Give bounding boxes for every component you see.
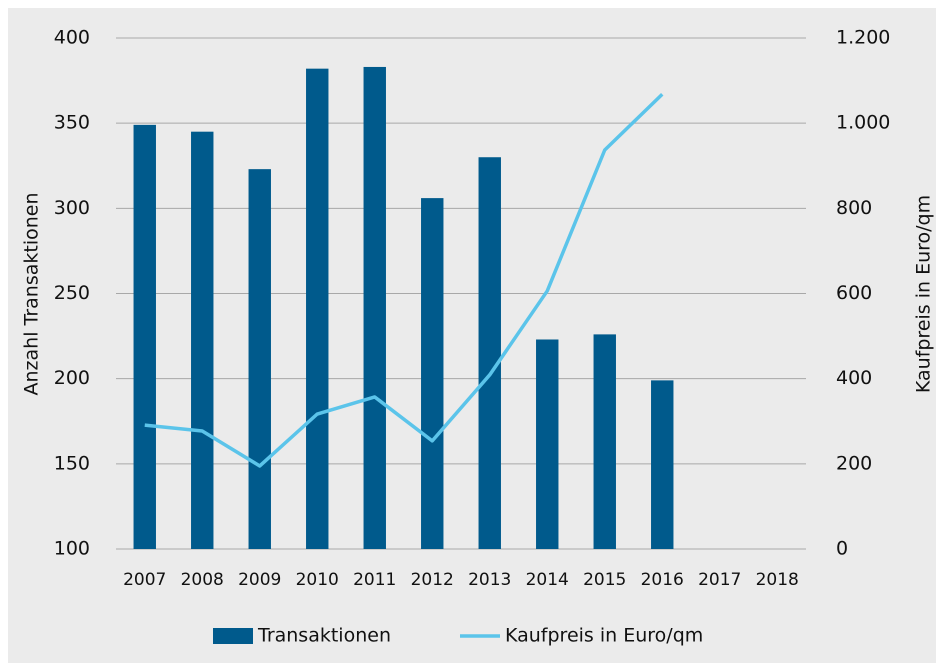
y-tick-label: 300 — [54, 197, 90, 219]
y-tick-label: 100 — [54, 538, 90, 560]
bar — [363, 66, 386, 549]
legend-label: Kaufpreis in Euro/qm — [505, 625, 703, 647]
y2-tick-label: 400 — [836, 367, 872, 389]
y-tick-label: 200 — [54, 367, 90, 389]
x-tick-label: 2017 — [698, 570, 741, 590]
bar — [191, 131, 214, 549]
y-tick-label: 150 — [54, 452, 90, 474]
x-tick-label: 2008 — [181, 570, 224, 590]
bar — [593, 334, 616, 549]
bar — [306, 68, 329, 549]
chart-background — [8, 8, 936, 663]
y2-tick-label: 800 — [836, 197, 872, 219]
bar — [421, 198, 444, 549]
y2-tick-label: 600 — [836, 282, 872, 304]
line — [144, 92, 664, 468]
x-tick-label: 2015 — [583, 570, 626, 590]
legend-label: Transaktionen — [257, 625, 391, 647]
bar — [248, 169, 271, 549]
bar — [536, 339, 559, 549]
y-tick-label: 350 — [54, 112, 90, 134]
x-tick-label: 2012 — [411, 570, 454, 590]
y-tick-label: 400 — [54, 27, 90, 49]
x-tick-label: 2009 — [238, 570, 281, 590]
x-tick-label: 2011 — [353, 570, 396, 590]
y2-axis-label: Kaufpreis in Euro/qm — [913, 195, 935, 393]
y2-tick-label: 1.000 — [836, 112, 890, 134]
y-tick-label: 250 — [54, 282, 90, 304]
legend-swatch — [213, 628, 253, 644]
x-tick-label: 2018 — [756, 570, 799, 590]
bar — [478, 157, 501, 549]
x-tick-label: 2010 — [296, 570, 339, 590]
x-tick-label: 2013 — [468, 570, 511, 590]
bar — [133, 124, 156, 550]
x-tick-label: 2014 — [526, 570, 569, 590]
y2-tick-label: 0 — [836, 538, 848, 560]
y2-tick-label: 200 — [836, 452, 872, 474]
y2-tick-label: 1.200 — [836, 27, 890, 49]
y-axis-label: Anzahl Transaktionen — [21, 193, 43, 396]
x-tick-label: 2007 — [123, 570, 166, 590]
x-tick-label: 2016 — [641, 570, 684, 590]
bar — [651, 380, 674, 549]
